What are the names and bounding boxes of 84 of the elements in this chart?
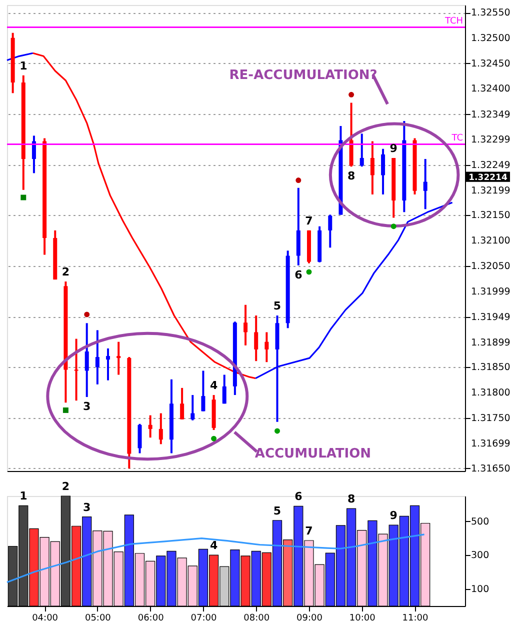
- point: [296, 178, 302, 183]
- candlestick: [264, 331, 269, 364]
- y-tick-label: 1.32500: [471, 32, 510, 44]
- y-tick-label: 1.31899: [471, 337, 510, 348]
- point: [211, 436, 217, 442]
- annotation: 6: [294, 490, 303, 504]
- candlestick: [222, 374, 226, 405]
- candlestick: [116, 340, 121, 376]
- y-tick-label: 1.31750: [471, 412, 510, 424]
- annotation: 2: [62, 480, 70, 493]
- point: [84, 312, 90, 318]
- y-tick-label: 1.31999: [471, 286, 510, 298]
- annotation: 5: [273, 300, 282, 312]
- y-tick-label: 1.32550: [471, 8, 510, 19]
- annotation: 3: [83, 500, 91, 514]
- candlestick: [254, 314, 258, 362]
- candlestick: [95, 329, 100, 386]
- annotation: 8: [347, 170, 356, 183]
- candlestick: [244, 304, 248, 346]
- annotation: 1: [20, 59, 28, 72]
- annotation: 7: [305, 214, 313, 228]
- annotation: 6: [294, 268, 303, 282]
- x-tick-label: 09:00: [296, 614, 323, 624]
- annotation: 7: [305, 524, 313, 538]
- point: [348, 92, 354, 98]
- x-tick-label: 05:00: [84, 614, 112, 624]
- annotation: 9: [390, 509, 398, 522]
- ref-line-label: TCH: [444, 16, 463, 26]
- y-tick-label: 1.31800: [471, 387, 510, 398]
- y-tick-label: 1.31699: [471, 438, 510, 450]
- y-tick-label: 500: [471, 516, 490, 528]
- y-tick-label: 1.32050: [471, 260, 510, 272]
- annotation: 2: [62, 266, 70, 279]
- candlestick: [201, 370, 206, 412]
- candlestick: [84, 322, 89, 398]
- candlestick: [370, 140, 374, 196]
- annotation: RE-ACCUMULATION?: [229, 68, 378, 83]
- annotation: ACCUMULATION: [254, 446, 372, 462]
- point: [390, 224, 396, 230]
- x-tick-label: 04:00: [32, 614, 58, 624]
- point: [274, 428, 280, 434]
- annotation: 1: [20, 490, 28, 503]
- y-tick-label: 1.32400: [471, 84, 510, 95]
- candlestick: [148, 414, 152, 439]
- y-tick-label: 1.31850: [471, 362, 510, 374]
- candlestick: [138, 422, 142, 454]
- y-tick-label: 1.32349: [471, 109, 510, 120]
- annotation: 8: [347, 492, 356, 506]
- candlestick: [106, 347, 110, 382]
- y-tick-label: 1.32249: [471, 160, 510, 172]
- y-tick-label: 1.32199: [471, 185, 510, 196]
- y-tick-label: 1.32450: [471, 58, 510, 70]
- annotation: 4: [210, 379, 218, 392]
- y-tick-label: 1.32100: [471, 236, 510, 247]
- x-tick-label: 10:00: [349, 614, 376, 624]
- y-tick-label: 1.31949: [471, 312, 510, 324]
- text: 1.32214: [468, 172, 508, 183]
- candlestick: [190, 394, 195, 422]
- annotation: 3: [83, 400, 91, 414]
- candlestick: [423, 158, 428, 210]
- candlestick: [328, 214, 332, 249]
- y-tick-label: 100: [471, 584, 490, 596]
- y-tick-label: 1.31650: [471, 463, 510, 474]
- annotation: 5: [273, 504, 282, 518]
- candlestick: [158, 412, 163, 446]
- y-tick-label: 1.32299: [471, 134, 510, 146]
- point: [62, 407, 68, 413]
- candlestick: [381, 148, 386, 196]
- candlestick: [74, 338, 78, 402]
- ref-line-label: TC: [450, 133, 463, 144]
- point: [306, 269, 312, 275]
- annotation: 9: [390, 142, 398, 155]
- point: [20, 194, 26, 200]
- candlestick: [180, 386, 184, 420]
- candlestick: [32, 134, 36, 174]
- annotation: 4: [210, 539, 218, 552]
- x-tick-label: 08:00: [244, 614, 270, 624]
- x-tick-label: 07:00: [190, 614, 217, 624]
- x-tick-label: 11:00: [402, 614, 428, 624]
- candlestick: [360, 132, 364, 168]
- y-tick-label: 300: [471, 550, 490, 562]
- line-series: [6, 534, 426, 584]
- x-tick-label: 06:00: [138, 614, 164, 624]
- y-tick-label: 1.32150: [471, 210, 510, 222]
